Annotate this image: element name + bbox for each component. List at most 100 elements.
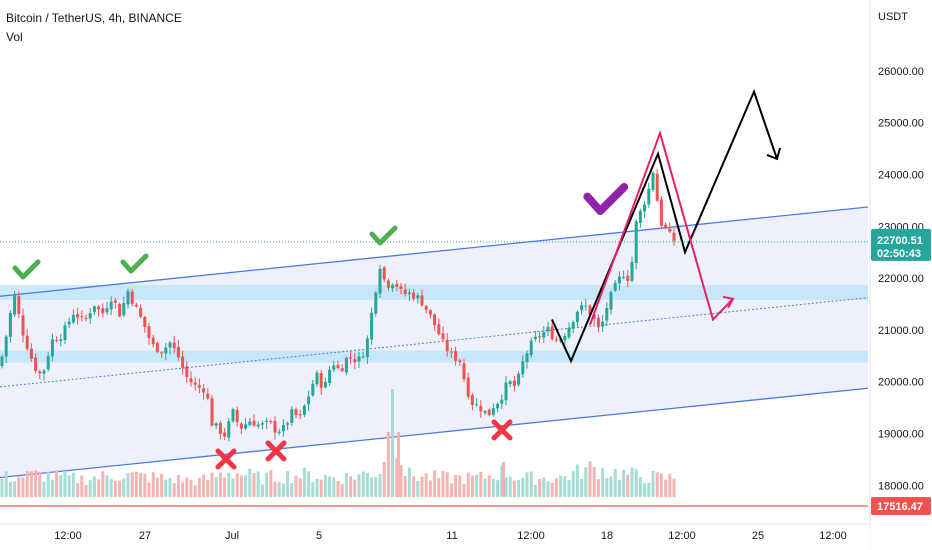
volume-bar bbox=[407, 467, 411, 497]
volume-bar bbox=[88, 480, 92, 497]
volume-bar bbox=[580, 478, 584, 497]
candle-body bbox=[512, 380, 516, 386]
candle-body bbox=[521, 361, 525, 375]
volume-bar bbox=[504, 477, 508, 497]
level-badge bbox=[871, 497, 931, 515]
candle-body bbox=[664, 224, 668, 228]
candle-body bbox=[63, 325, 67, 340]
candle-body bbox=[80, 316, 84, 318]
candle-body bbox=[181, 356, 185, 368]
candle-body bbox=[0, 356, 4, 366]
volume-bar bbox=[84, 484, 88, 497]
volume-bar bbox=[634, 469, 638, 497]
candle-body bbox=[260, 423, 264, 425]
volume-bar bbox=[50, 479, 54, 497]
volume-bar bbox=[273, 481, 277, 497]
channel-lower-line bbox=[0, 387, 869, 479]
volume-bar bbox=[176, 474, 180, 497]
candle-body bbox=[437, 324, 441, 335]
candle-body bbox=[269, 421, 273, 423]
price-axis-panel[interactable] bbox=[870, 0, 932, 550]
volume-bar bbox=[147, 482, 151, 497]
volume-bar bbox=[386, 431, 390, 497]
volume-bar bbox=[239, 475, 243, 497]
candle-body bbox=[4, 336, 8, 357]
candle-body bbox=[638, 210, 642, 223]
candle-body bbox=[441, 333, 445, 340]
volume-bar bbox=[647, 482, 651, 497]
volume-bar bbox=[109, 478, 113, 497]
volume-bar bbox=[395, 458, 399, 497]
price-tick-label: 22000.00 bbox=[878, 273, 924, 285]
candle-body bbox=[67, 321, 71, 325]
time-tick-label: 12:00 bbox=[668, 530, 696, 542]
candle-body bbox=[445, 339, 449, 352]
projection-pink-path bbox=[589, 129, 734, 326]
volume-bar bbox=[8, 481, 12, 497]
volume-bar bbox=[4, 471, 8, 497]
candle-body bbox=[554, 339, 558, 341]
candle-body bbox=[470, 395, 474, 405]
volume-bar bbox=[609, 476, 613, 497]
candle-body bbox=[13, 295, 17, 315]
volume-bar bbox=[584, 467, 588, 497]
candle-body bbox=[575, 311, 579, 323]
support-zones bbox=[0, 284, 868, 363]
price-tick-label: 25000.00 bbox=[878, 118, 924, 130]
volume-bar bbox=[613, 468, 617, 497]
volume-bar bbox=[382, 461, 386, 497]
volume-bar bbox=[164, 479, 168, 497]
candle-body bbox=[323, 381, 327, 388]
volume-bar bbox=[424, 473, 428, 497]
price-tick-label: 26000.00 bbox=[878, 66, 924, 78]
horizontal-lines bbox=[0, 241, 868, 507]
candle-body bbox=[357, 356, 361, 362]
candle-body bbox=[311, 383, 315, 396]
candle-body bbox=[496, 403, 500, 409]
volume-bar bbox=[67, 475, 71, 497]
volume-bar bbox=[592, 466, 596, 497]
volume-bar bbox=[546, 481, 550, 497]
time-axis[interactable]: 12:00 27 Jul 5 11 12:00 18 12:00 25 12:00 bbox=[0, 523, 870, 550]
level-value: 17516.47 bbox=[877, 501, 923, 513]
volume-bar bbox=[433, 470, 437, 497]
volume-bar bbox=[483, 478, 487, 497]
candle-body bbox=[147, 326, 151, 339]
volume-bar bbox=[512, 480, 516, 497]
volume-bar bbox=[160, 473, 164, 497]
time-axis-panel[interactable] bbox=[0, 524, 870, 550]
candle-body bbox=[185, 366, 189, 377]
volume-bar bbox=[55, 470, 59, 497]
channel-upper-line bbox=[0, 206, 869, 297]
candle-body bbox=[643, 204, 647, 212]
volume-bar bbox=[92, 476, 96, 497]
volume-bar bbox=[529, 471, 533, 497]
candle-body bbox=[17, 296, 21, 314]
volume-bar bbox=[181, 482, 185, 497]
price-axis[interactable]: 26000.0025000.0024000.0023000.0022000.00… bbox=[869, 0, 932, 550]
candle-body bbox=[164, 347, 168, 354]
candle-body bbox=[655, 173, 659, 201]
volume-bar bbox=[588, 461, 592, 497]
volume-bar bbox=[235, 473, 239, 497]
volume-bar bbox=[21, 477, 25, 497]
candle-body bbox=[378, 268, 382, 294]
candle-body bbox=[336, 364, 340, 369]
volume-bar bbox=[0, 478, 4, 497]
channel-mid-line bbox=[0, 297, 869, 388]
purple-check-mark bbox=[583, 183, 629, 215]
candle-body bbox=[21, 315, 25, 336]
price-tick-label: 19000.00 bbox=[878, 429, 924, 441]
volume-bar bbox=[655, 472, 659, 497]
volume-bar bbox=[76, 483, 80, 497]
candle-body bbox=[126, 291, 130, 305]
candle-body bbox=[370, 312, 374, 340]
candle-body bbox=[403, 289, 407, 294]
candle-body bbox=[462, 363, 466, 380]
candle-body bbox=[571, 322, 575, 329]
candle-body bbox=[298, 414, 302, 416]
candle-body bbox=[365, 338, 369, 357]
projection-black-path bbox=[551, 88, 778, 364]
